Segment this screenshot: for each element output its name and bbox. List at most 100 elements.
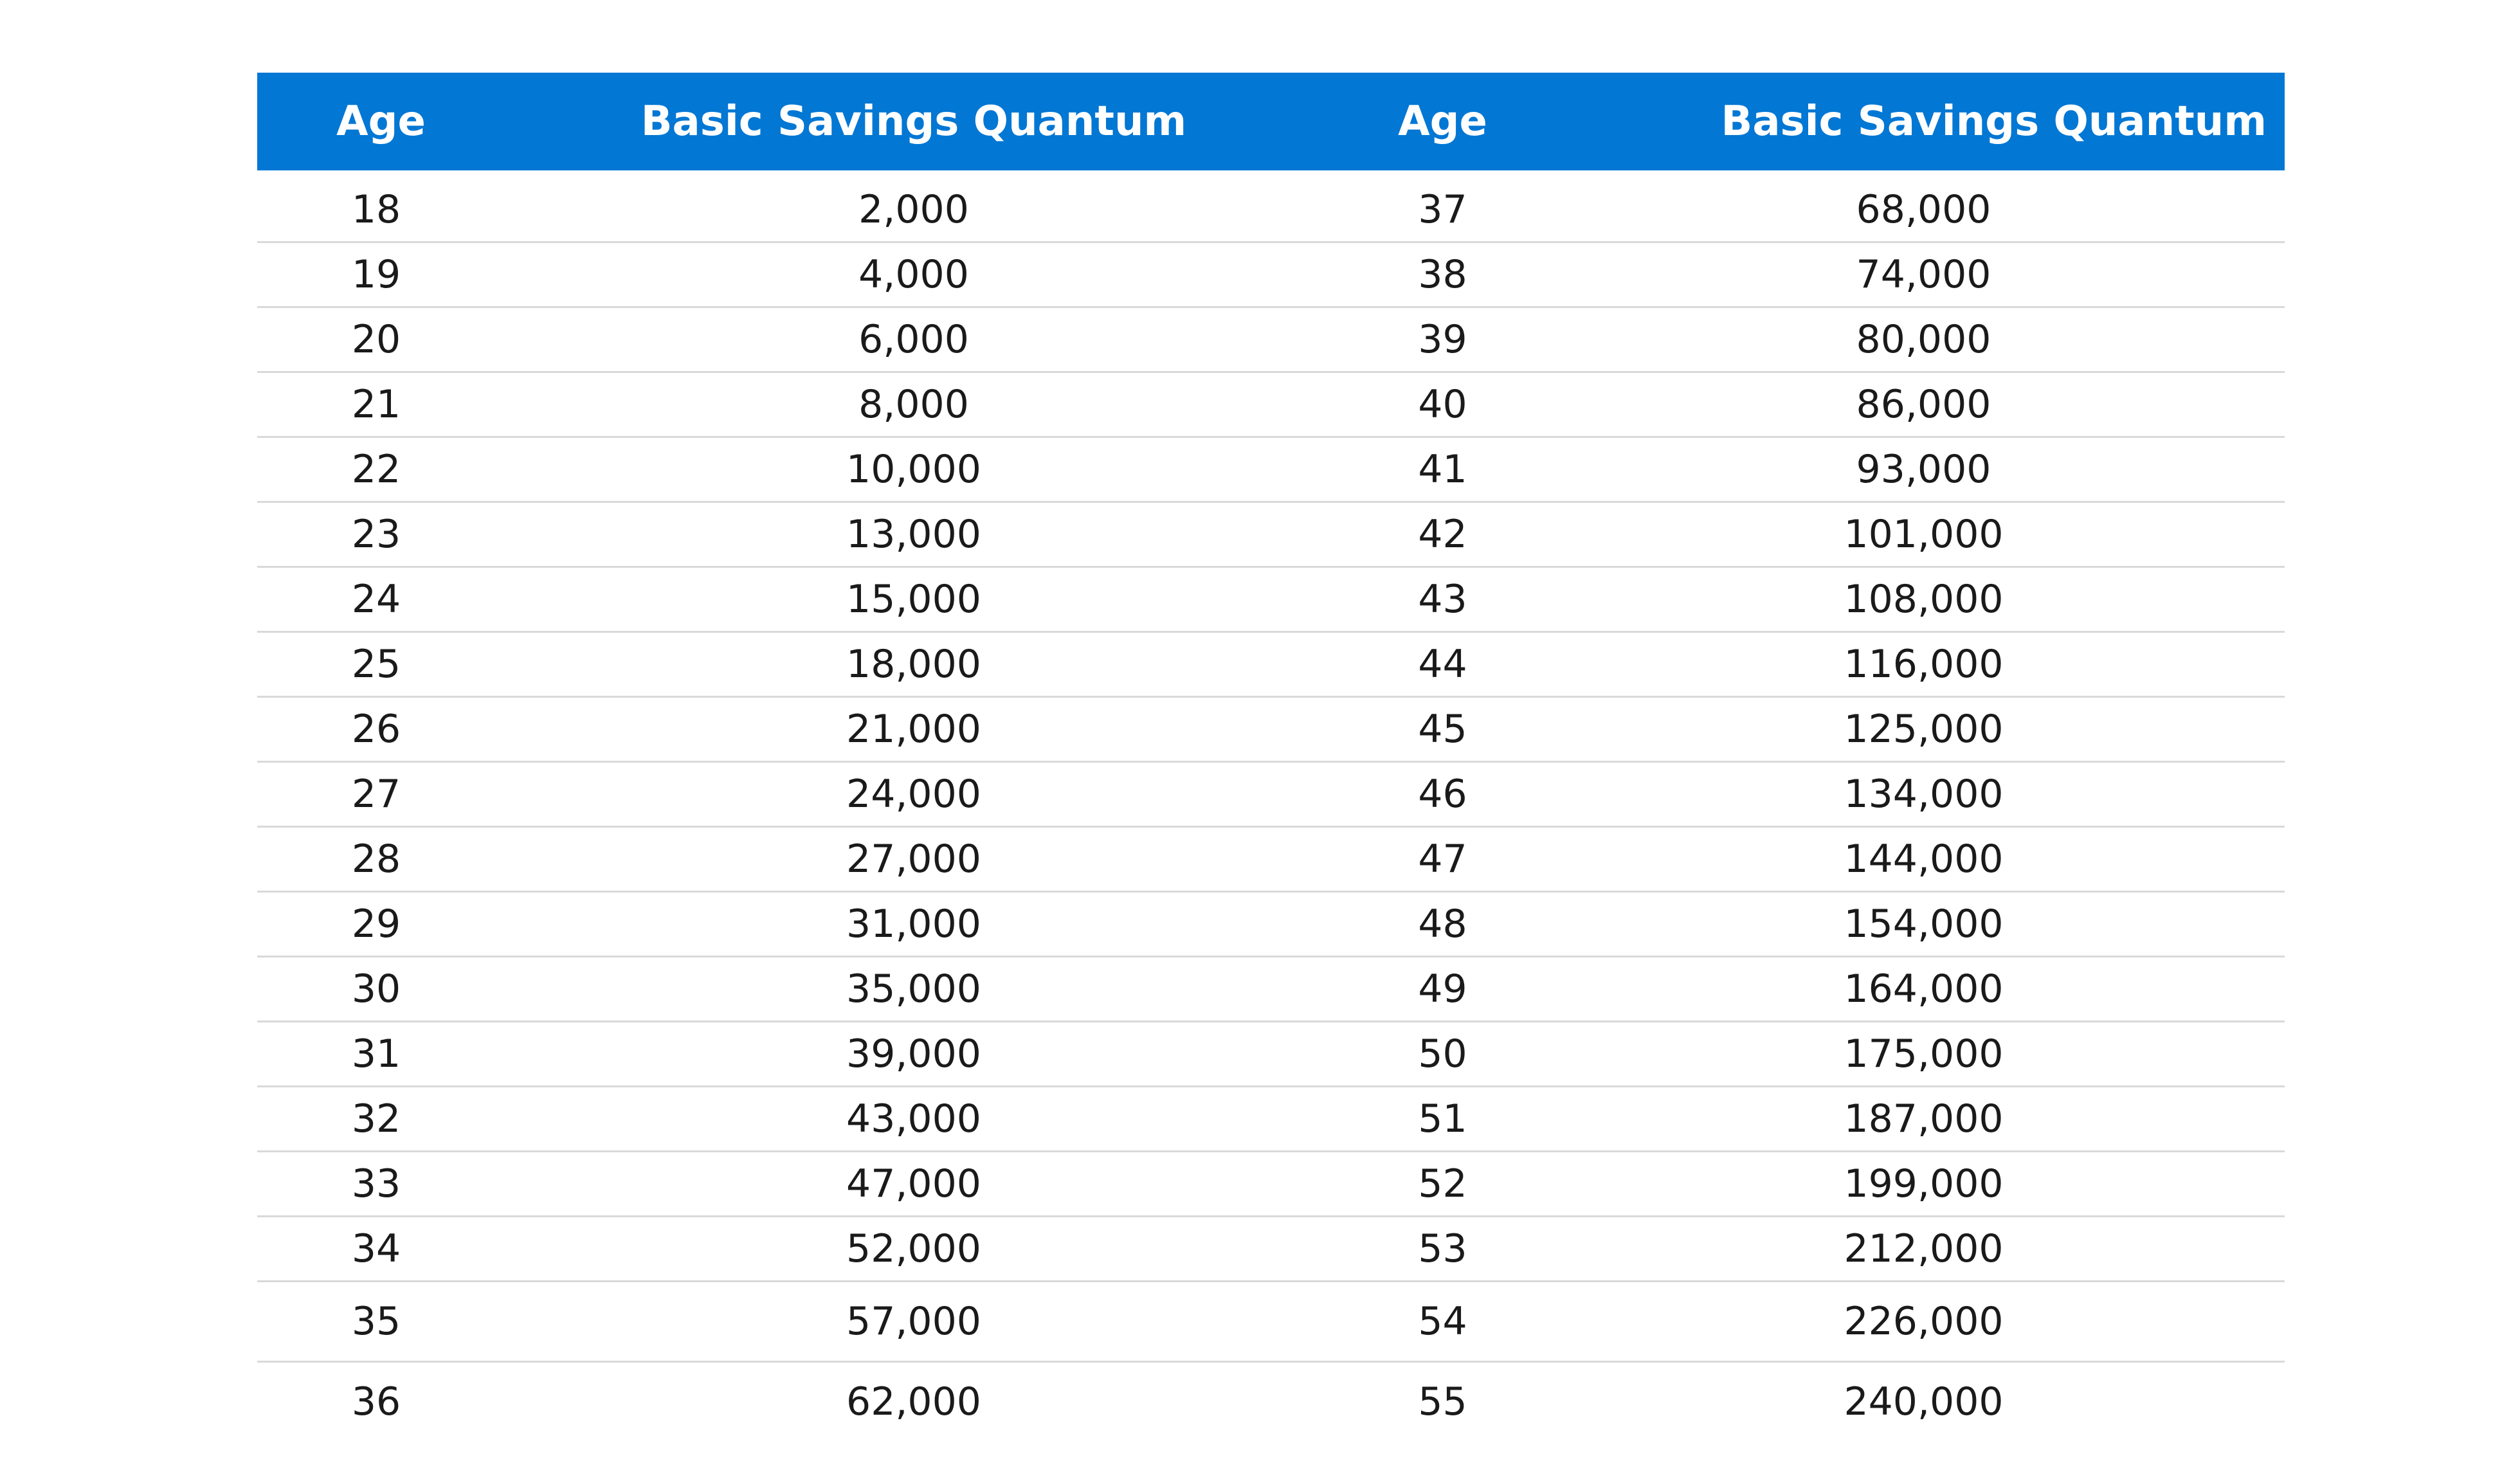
cell-age-left: 29 [351, 902, 401, 947]
cell-quantum-left: 21,000 [846, 707, 981, 752]
cell-quantum-left: 13,000 [846, 512, 981, 557]
cell-quantum-left: 47,000 [846, 1161, 981, 1206]
cell-quantum-right: 80,000 [1856, 317, 1991, 362]
cell-age-left: 23 [351, 512, 401, 557]
cell-quantum-left: 10,000 [846, 447, 981, 492]
cell-age-right: 45 [1418, 707, 1467, 752]
table-row: 28 27,000 47 144,000 [257, 828, 2285, 893]
cell-age-left: 22 [351, 447, 401, 492]
cell-age-left: 36 [351, 1379, 401, 1424]
cell-quantum-right: 212,000 [1844, 1226, 2004, 1271]
cell-age-right: 53 [1418, 1226, 1467, 1271]
table-row: 36 62,000 55 240,000 [257, 1363, 2285, 1441]
cell-age-right: 39 [1418, 317, 1467, 362]
cell-age-right: 54 [1418, 1299, 1467, 1344]
cell-age-right: 48 [1418, 902, 1467, 947]
table-row: 27 24,000 46 134,000 [257, 763, 2285, 828]
cell-quantum-right: 116,000 [1844, 642, 2004, 687]
cell-quantum-left: 57,000 [846, 1299, 981, 1344]
cell-quantum-right: 240,000 [1844, 1379, 2004, 1424]
table-row: 34 52,000 53 212,000 [257, 1217, 2285, 1282]
table-header: Age Basic Savings Quantum Age Basic Savi… [257, 73, 2285, 170]
table-row: 18 2,000 37 68,000 [257, 178, 2285, 243]
cell-quantum-left: 6,000 [858, 317, 969, 362]
cell-age-left: 30 [351, 966, 401, 1012]
cell-age-right: 43 [1418, 577, 1467, 622]
cell-age-right: 42 [1418, 512, 1467, 557]
cell-quantum-right: 199,000 [1844, 1161, 2004, 1206]
cell-age-right: 37 [1418, 187, 1467, 232]
cell-quantum-right: 144,000 [1844, 837, 2004, 882]
cell-quantum-left: 2,000 [858, 187, 969, 232]
header-quantum-left: Basic Savings Quantum [640, 98, 1187, 145]
cell-age-right: 44 [1418, 642, 1467, 687]
cell-quantum-left: 24,000 [846, 772, 981, 817]
cell-quantum-left: 62,000 [846, 1379, 981, 1424]
table-row: 19 4,000 38 74,000 [257, 243, 2285, 308]
cell-age-left: 20 [351, 317, 401, 362]
cell-age-right: 49 [1418, 966, 1467, 1012]
cell-quantum-left: 27,000 [846, 837, 981, 882]
cell-quantum-right: 86,000 [1856, 382, 1991, 427]
cell-age-left: 26 [351, 707, 401, 752]
table-body: 18 2,000 37 68,000 19 4,000 38 74,000 20 6,000 39 8… [257, 178, 2285, 1441]
cell-age-left: 28 [351, 837, 401, 882]
header-quantum-right: Basic Savings Quantum [1721, 98, 2267, 145]
cell-quantum-left: 39,000 [846, 1031, 981, 1076]
table-row: 24 15,000 43 108,000 [257, 568, 2285, 633]
savings-table: Age Basic Savings Quantum Age Basic Savi… [257, 73, 2285, 1441]
header-age-left: Age [336, 98, 426, 145]
cell-age-right: 46 [1418, 772, 1467, 817]
table-row: 35 57,000 54 226,000 [257, 1282, 2285, 1363]
cell-age-left: 34 [351, 1226, 401, 1271]
cell-age-right: 52 [1418, 1161, 1467, 1206]
cell-age-right: 55 [1418, 1379, 1467, 1424]
cell-quantum-left: 8,000 [858, 382, 969, 427]
cell-quantum-right: 125,000 [1844, 707, 2004, 752]
table-row: 26 21,000 45 125,000 [257, 698, 2285, 763]
cell-quantum-right: 93,000 [1856, 447, 1991, 492]
cell-age-left: 35 [351, 1299, 401, 1344]
header-age-right: Age [1398, 98, 1487, 145]
cell-quantum-right: 101,000 [1844, 512, 2004, 557]
cell-age-right: 50 [1418, 1031, 1467, 1076]
cell-age-left: 32 [351, 1096, 401, 1141]
table-row: 33 47,000 52 199,000 [257, 1152, 2285, 1217]
table-row: 21 8,000 40 86,000 [257, 373, 2285, 438]
table-row: 29 31,000 48 154,000 [257, 893, 2285, 957]
cell-age-right: 41 [1418, 447, 1467, 492]
cell-quantum-right: 164,000 [1844, 966, 2004, 1012]
table-row: 22 10,000 41 93,000 [257, 438, 2285, 503]
cell-age-right: 40 [1418, 382, 1467, 427]
cell-age-left: 27 [351, 772, 401, 817]
cell-quantum-right: 187,000 [1844, 1096, 2004, 1141]
cell-age-right: 51 [1418, 1096, 1467, 1141]
cell-age-left: 19 [351, 252, 401, 297]
cell-age-left: 25 [351, 642, 401, 687]
table-row: 31 39,000 50 175,000 [257, 1022, 2285, 1087]
cell-quantum-right: 108,000 [1844, 577, 2004, 622]
cell-quantum-left: 4,000 [858, 252, 969, 297]
cell-age-left: 18 [351, 187, 401, 232]
cell-age-right: 47 [1418, 837, 1467, 882]
table-row: 20 6,000 39 80,000 [257, 308, 2285, 373]
cell-quantum-left: 43,000 [846, 1096, 981, 1141]
cell-quantum-left: 52,000 [846, 1226, 981, 1271]
table-row: 25 18,000 44 116,000 [257, 633, 2285, 698]
cell-quantum-right: 134,000 [1844, 772, 2004, 817]
cell-quantum-left: 35,000 [846, 966, 981, 1012]
cell-age-left: 33 [351, 1161, 401, 1206]
cell-quantum-right: 226,000 [1844, 1299, 2004, 1344]
table-row: 30 35,000 49 164,000 [257, 957, 2285, 1022]
cell-quantum-left: 18,000 [846, 642, 981, 687]
cell-quantum-right: 154,000 [1844, 902, 2004, 947]
cell-age-left: 21 [351, 382, 401, 427]
cell-age-left: 31 [351, 1031, 401, 1076]
cell-quantum-right: 74,000 [1856, 252, 1991, 297]
cell-quantum-left: 15,000 [846, 577, 981, 622]
cell-quantum-right: 68,000 [1856, 187, 1991, 232]
cell-quantum-right: 175,000 [1844, 1031, 2004, 1076]
table-row: 23 13,000 42 101,000 [257, 503, 2285, 568]
cell-age-right: 38 [1418, 252, 1467, 297]
table-row: 32 43,000 51 187,000 [257, 1087, 2285, 1152]
